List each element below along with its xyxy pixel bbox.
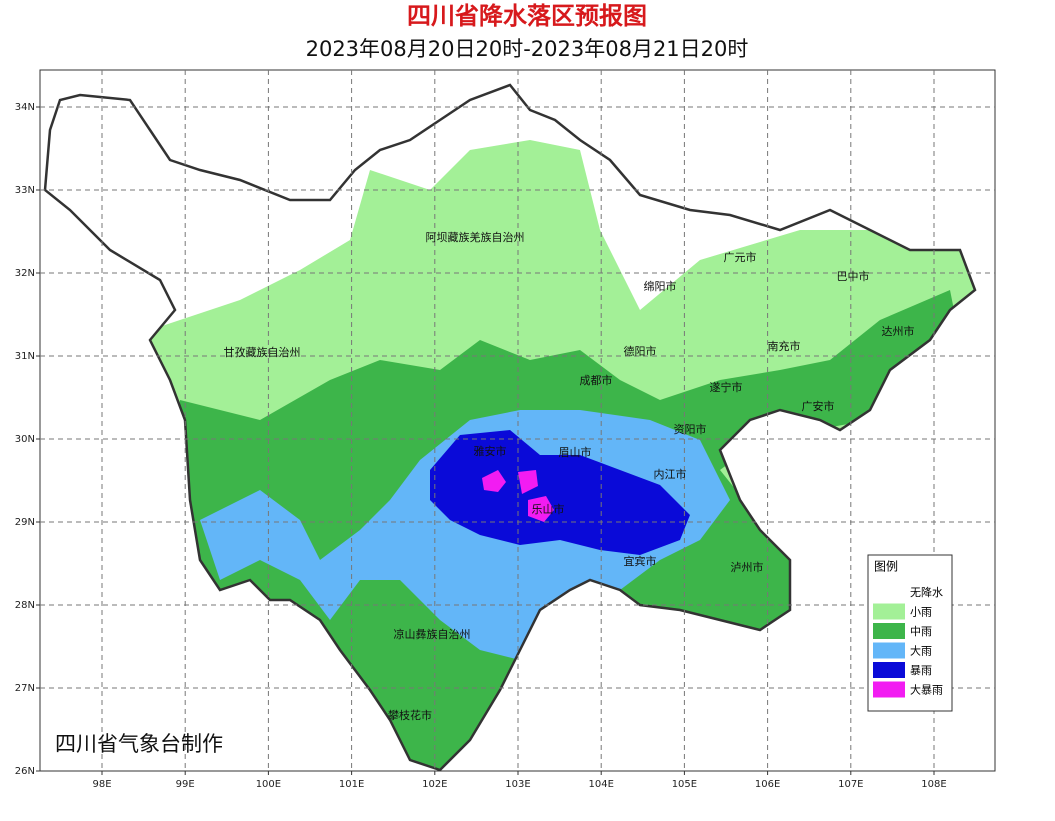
place-label: 宜宾市 (624, 554, 657, 568)
legend-swatch (873, 662, 905, 678)
x-tick-label: 100E (256, 779, 281, 790)
place-label: 德阳市 (624, 344, 657, 358)
legend-label: 小雨 (910, 606, 932, 619)
place-label: 雅安市 (474, 444, 507, 458)
extreme-rain-area (528, 496, 554, 522)
credit: 四川省气象台制作 (55, 732, 223, 756)
place-label: 南充市 (768, 339, 801, 353)
place-label: 眉山市 (559, 445, 592, 459)
place-label: 广安市 (802, 399, 835, 413)
x-tick-label: 107E (838, 779, 863, 790)
graticule: 98E 99E 100E 101E 102E 103E 104E 105E 106E 107E 10… (15, 70, 995, 790)
y-tick-label: 28N (15, 600, 35, 611)
x-tick-label: 106E (755, 779, 780, 790)
place-label: 达州市 (882, 324, 915, 338)
x-tick-label: 98E (92, 779, 111, 790)
legend-swatch (873, 623, 905, 639)
place-label: 甘孜藏族自治州 (224, 345, 301, 359)
y-tick-label: 33N (15, 185, 35, 196)
place-label: 资阳市 (674, 422, 707, 436)
x-tick-label: 105E (672, 779, 697, 790)
legend-label: 暴雨 (910, 664, 932, 677)
extreme-rain-area (518, 470, 538, 494)
legend-swatch (873, 681, 905, 698)
x-tick-label: 101E (339, 779, 364, 790)
subtitle: 2023年08月20日20时-2023年08月21日20时 (306, 37, 749, 61)
y-tick-label: 32N (15, 268, 35, 279)
y-tick-label: 30N (15, 434, 35, 445)
y-tick-label: 34N (15, 102, 35, 113)
place-label: 绵阳市 (644, 279, 677, 293)
legend-label: 大暴雨 (910, 683, 943, 697)
x-tick-label: 102E (422, 779, 447, 790)
title: 四川省降水落区预报图 (407, 2, 647, 30)
x-tick-label: 103E (505, 779, 530, 790)
legend-label: 中雨 (910, 625, 932, 638)
extreme-rain-area (482, 470, 506, 492)
y-tick-label: 27N (15, 683, 35, 694)
y-tick-label: 26N (15, 766, 35, 777)
place-label: 凉山彝族自治州 (394, 627, 471, 641)
y-tick-label: 29N (15, 517, 35, 528)
legend-label: 无降水 (910, 585, 943, 599)
legend-title: 图例 (874, 560, 898, 574)
x-tick-label: 99E (176, 779, 195, 790)
place-label: 巴中市 (837, 269, 870, 283)
legend-swatch (873, 642, 905, 659)
legend-swatch (873, 584, 905, 600)
place-label: 阿坝藏族羌族自治州 (426, 230, 525, 244)
torrential-rain-area (430, 430, 690, 555)
legend-swatch (873, 603, 905, 620)
legend-label: 大雨 (910, 644, 932, 658)
place-label: 泸州市 (731, 560, 764, 574)
place-label: 成都市 (580, 373, 613, 387)
place-label: 攀枝花市 (388, 708, 432, 722)
y-tick-label: 31N (15, 351, 35, 362)
place-label: 广元市 (724, 250, 757, 264)
x-tick-label: 108E (921, 779, 946, 790)
place-label: 内江市 (654, 467, 687, 481)
x-tick-label: 104E (588, 779, 613, 790)
place-label: 遂宁市 (710, 380, 743, 394)
place-label: 乐山市 (532, 502, 565, 516)
